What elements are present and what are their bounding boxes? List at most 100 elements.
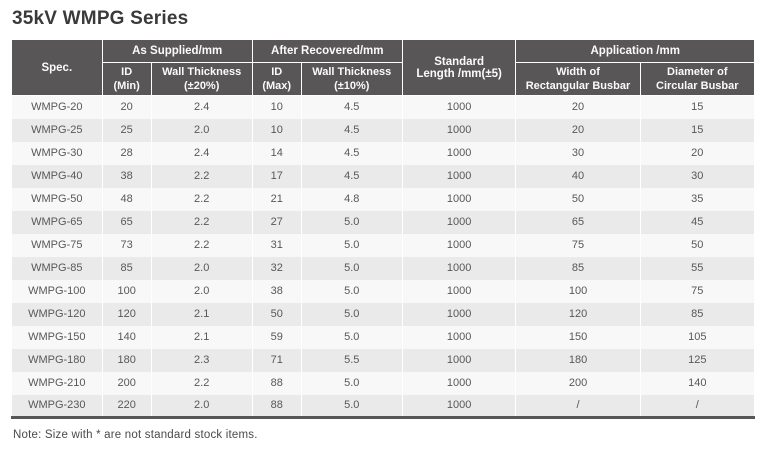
cell-id-min: 220 bbox=[101, 394, 152, 418]
cell-wall-thickness-10: 5.5 bbox=[300, 348, 403, 372]
cell-id-max: 31 bbox=[251, 233, 302, 257]
cell-spec: WMPG-50 bbox=[11, 187, 103, 211]
cell-diameter-circular-busbar: 75 bbox=[639, 279, 756, 303]
cell-id-max: 10 bbox=[251, 95, 302, 119]
cell-spec: WMPG-40 bbox=[11, 164, 103, 188]
cell-standard-length: 1000 bbox=[401, 141, 517, 165]
cell-wall-thickness-10: 5.0 bbox=[300, 279, 403, 303]
cell-id-max: 88 bbox=[251, 371, 302, 395]
cell-diameter-circular-busbar: 15 bbox=[639, 95, 756, 119]
cell-spec: WMPG-75 bbox=[11, 233, 103, 257]
cell-width-rectangular-busbar: 85 bbox=[515, 256, 641, 280]
table-row: WMPG-230 220 2.0 88 5.0 1000// bbox=[11, 394, 756, 418]
cell-id-max: 50 bbox=[251, 302, 302, 326]
cell-diameter-circular-busbar: 20 bbox=[639, 141, 756, 165]
table-row: WMPG-50 48 2.2 21 4.8 1000 50 35 bbox=[11, 187, 756, 211]
table-row: WMPG-75 73 2.2 31 5.0 1000 75 50 bbox=[11, 233, 756, 257]
cell-width-rectangular-busbar: 40 bbox=[515, 164, 641, 188]
header-width-rectangular-busbar: Width of Rectangular Busbar bbox=[515, 62, 641, 96]
header-wall-thickness-20: Wall Thickness (±20%) bbox=[150, 62, 253, 96]
cell-wall-thickness-10: 5.0 bbox=[300, 210, 403, 234]
cell-wall-thickness-20: 2.0 bbox=[150, 279, 253, 303]
spec-table: Spec. As Supplied/mm After Recovered/mm … bbox=[11, 39, 756, 419]
cell-standard-length: 1000 bbox=[401, 279, 517, 303]
cell-width-rectangular-busbar: 30 bbox=[515, 141, 641, 165]
cell-width-rectangular-busbar: 20 bbox=[515, 95, 641, 119]
cell-wall-thickness-20: 2.3 bbox=[150, 348, 253, 372]
table-row: WMPG-25 25 2.0 10 4.5 1000 20 15 bbox=[11, 118, 756, 142]
cell-id-min: 85 bbox=[101, 256, 152, 280]
page-title: 35kV WMPG Series bbox=[12, 8, 189, 29]
cell-id-min: 120 bbox=[101, 302, 152, 326]
cell-standard-length: 1000 bbox=[401, 164, 517, 188]
cell-id-min: 200 bbox=[101, 371, 152, 395]
cell-spec: WMPG-120 bbox=[11, 302, 103, 326]
cell-wall-thickness-10: 5.0 bbox=[300, 394, 403, 418]
cell-width-rectangular-busbar: 20 bbox=[515, 118, 641, 142]
cell-diameter-circular-busbar: 50 bbox=[639, 233, 756, 257]
cell-wall-thickness-10: 4.5 bbox=[300, 141, 403, 165]
cell-id-min: 25 bbox=[101, 118, 152, 142]
cell-diameter-circular-busbar: 35 bbox=[639, 187, 756, 211]
cell-id-max: 32 bbox=[251, 256, 302, 280]
cell-width-rectangular-busbar: 50 bbox=[515, 187, 641, 211]
cell-wall-thickness-20: 2.0 bbox=[150, 394, 253, 418]
cell-wall-thickness-10: 5.0 bbox=[300, 371, 403, 395]
cell-diameter-circular-busbar: / bbox=[639, 394, 756, 418]
cell-wall-thickness-20: 2.2 bbox=[150, 187, 253, 211]
cell-id-min: 65 bbox=[101, 210, 152, 234]
cell-wall-thickness-10: 5.0 bbox=[300, 256, 403, 280]
cell-diameter-circular-busbar: 30 bbox=[639, 164, 756, 188]
cell-wall-thickness-20: 2.0 bbox=[150, 256, 253, 280]
cell-standard-length: 1000 bbox=[401, 371, 517, 395]
cell-diameter-circular-busbar: 105 bbox=[639, 325, 756, 349]
cell-spec: WMPG-100 bbox=[11, 279, 103, 303]
cell-id-min: 20 bbox=[101, 95, 152, 119]
header-application: Application /mm bbox=[515, 39, 755, 63]
cell-spec: WMPG-150 bbox=[11, 325, 103, 349]
table-row: WMPG-180 180 2.3 71 5.5 1000 180 125 bbox=[11, 348, 756, 372]
header-as-supplied: As Supplied/mm bbox=[101, 39, 253, 63]
cell-wall-thickness-10: 4.5 bbox=[300, 95, 403, 119]
cell-wall-thickness-20: 2.1 bbox=[150, 302, 253, 326]
cell-standard-length: 1000 bbox=[401, 95, 517, 119]
table-row: WMPG-85 85 2.0 32 5.0 1000 85 55 bbox=[11, 256, 756, 280]
cell-diameter-circular-busbar: 140 bbox=[639, 371, 756, 395]
cell-spec: WMPG-210 bbox=[11, 371, 103, 395]
cell-wall-thickness-20: 2.4 bbox=[150, 95, 253, 119]
cell-id-min: 180 bbox=[101, 348, 152, 372]
table-row: WMPG-100 100 2.0 38 5.0 1000 100 75 bbox=[11, 279, 756, 303]
cell-spec: WMPG-30 bbox=[11, 141, 103, 165]
cell-diameter-circular-busbar: 85 bbox=[639, 302, 756, 326]
table-row: WMPG-210 200 2.2 88 5.0 1000 200 140 bbox=[11, 371, 756, 395]
table-row: WMPG-65 65 2.2 27 5.0 1000 65 45 bbox=[11, 210, 756, 234]
cell-spec: WMPG-25 bbox=[11, 118, 103, 142]
cell-wall-thickness-20: 2.2 bbox=[150, 233, 253, 257]
cell-spec: WMPG-180 bbox=[11, 348, 103, 372]
header-diameter-circular-busbar: Diameter of Circular Busbar bbox=[639, 62, 756, 96]
cell-id-max: 59 bbox=[251, 325, 302, 349]
header-wall-thickness-10: Wall Thickness (±10%) bbox=[300, 62, 403, 96]
cell-standard-length: 1000 bbox=[401, 348, 517, 372]
cell-width-rectangular-busbar: 150 bbox=[515, 325, 641, 349]
footnote: Note: Size with * are not standard stock… bbox=[13, 429, 258, 441]
cell-wall-thickness-20: 2.2 bbox=[150, 210, 253, 234]
cell-standard-length: 1000 bbox=[401, 302, 517, 326]
cell-wall-thickness-20: 2.4 bbox=[150, 141, 253, 165]
table-row: WMPG-30 28 2.4 14 4.5 1000 30 20 bbox=[11, 141, 756, 165]
cell-standard-length: 1000 bbox=[401, 210, 517, 234]
header-id-max: ID (Max) bbox=[251, 62, 302, 96]
cell-wall-thickness-10: 4.5 bbox=[300, 164, 403, 188]
cell-standard-length: 1000 bbox=[401, 233, 517, 257]
cell-spec: WMPG-230 bbox=[11, 394, 103, 418]
cell-id-min: 48 bbox=[101, 187, 152, 211]
cell-id-min: 73 bbox=[101, 233, 152, 257]
table-header: Spec. As Supplied/mm After Recovered/mm … bbox=[11, 39, 756, 96]
cell-id-max: 10 bbox=[251, 118, 302, 142]
cell-diameter-circular-busbar: 55 bbox=[639, 256, 756, 280]
cell-width-rectangular-busbar: 200 bbox=[515, 371, 641, 395]
cell-id-max: 27 bbox=[251, 210, 302, 234]
cell-diameter-circular-busbar: 125 bbox=[639, 348, 756, 372]
cell-wall-thickness-10: 4.5 bbox=[300, 118, 403, 142]
cell-standard-length: 1000 bbox=[401, 187, 517, 211]
